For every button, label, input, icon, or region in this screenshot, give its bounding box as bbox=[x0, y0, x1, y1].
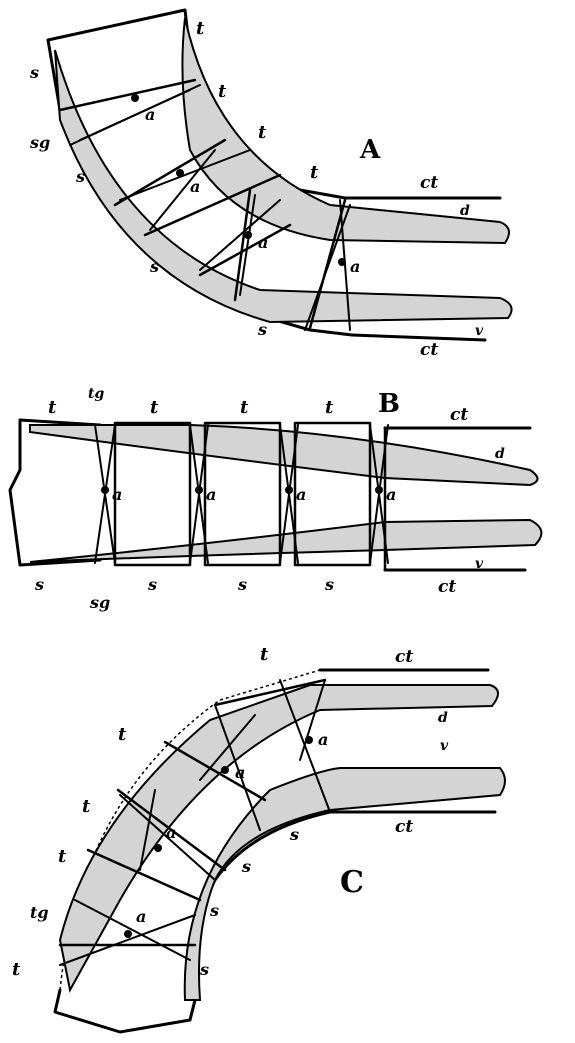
label-a: a bbox=[145, 105, 155, 124]
label-v: v bbox=[475, 556, 484, 572]
label-t: t bbox=[58, 846, 67, 867]
label-t: t bbox=[196, 18, 205, 39]
label-ct: ct bbox=[395, 647, 413, 667]
label-d: d bbox=[438, 710, 448, 726]
label-tg: tg bbox=[88, 386, 104, 402]
label-t: t bbox=[240, 397, 249, 418]
label-t: t bbox=[82, 796, 91, 817]
label-t: t bbox=[150, 397, 159, 418]
label-t: t bbox=[310, 162, 319, 183]
label-s: s bbox=[324, 575, 334, 594]
label-s: s bbox=[241, 857, 251, 876]
dorsal-muscle-band-c bbox=[58, 684, 499, 993]
joint-a3 bbox=[244, 231, 252, 239]
ventral-muscle-band-c bbox=[183, 767, 506, 1001]
label-ct: ct bbox=[438, 577, 456, 597]
joint-a4 bbox=[338, 258, 346, 266]
label-a: a bbox=[386, 485, 396, 504]
label-t: t bbox=[48, 397, 57, 418]
label-ct: ct bbox=[420, 340, 438, 360]
joint-c3 bbox=[154, 844, 162, 852]
label-s: s bbox=[34, 575, 44, 594]
label-ct: ct bbox=[395, 817, 413, 837]
label-s: s bbox=[257, 320, 267, 339]
label-a: a bbox=[166, 823, 176, 842]
label-a: a bbox=[350, 257, 360, 276]
label-t: t bbox=[260, 644, 269, 665]
label-a: a bbox=[206, 485, 216, 504]
joint-b3 bbox=[285, 486, 293, 494]
label-t: t bbox=[118, 724, 127, 745]
joint-b2 bbox=[195, 486, 203, 494]
label-sg: sg bbox=[89, 593, 110, 612]
label-s: s bbox=[289, 825, 299, 844]
joint-c2 bbox=[221, 766, 229, 774]
label-t: t bbox=[325, 397, 334, 418]
label-ct: ct bbox=[450, 405, 468, 425]
label-s: s bbox=[149, 257, 159, 276]
label-s: s bbox=[29, 63, 39, 82]
panel-c: C t t t t tg t s s s s a a a a d v ct ct bbox=[12, 644, 506, 1034]
label-tg: tg bbox=[30, 903, 49, 922]
label-a: a bbox=[296, 485, 306, 504]
label-s: s bbox=[75, 167, 85, 186]
label-a: a bbox=[318, 730, 328, 749]
label-a: a bbox=[136, 907, 146, 926]
label-a: a bbox=[235, 763, 245, 782]
joint-c4 bbox=[124, 930, 132, 938]
joint-b4 bbox=[375, 486, 383, 494]
label-a: a bbox=[258, 233, 268, 252]
label-t: t bbox=[12, 959, 21, 980]
panel-a: A t t t t s s s sg s a a a a d v ct ct bbox=[29, 8, 513, 360]
label-t: t bbox=[218, 81, 227, 102]
label-v: v bbox=[440, 738, 449, 754]
label-a: a bbox=[190, 177, 200, 196]
label-d: d bbox=[495, 446, 505, 462]
label-s: s bbox=[199, 960, 209, 979]
label-s: s bbox=[147, 575, 157, 594]
label-a: a bbox=[112, 485, 122, 504]
panel-b-title: B bbox=[378, 389, 400, 419]
joint-a1 bbox=[131, 94, 139, 102]
label-s: s bbox=[209, 901, 219, 920]
joint-a2 bbox=[176, 169, 184, 177]
joint-b1 bbox=[101, 486, 109, 494]
panel-b: B t tg t t t s sg s s s a a a a d v ct c… bbox=[8, 386, 543, 612]
dorsal-muscle-band-a bbox=[181, 17, 510, 245]
label-t: t bbox=[258, 122, 267, 143]
label-d: d bbox=[460, 203, 470, 219]
joint-c1 bbox=[305, 736, 313, 744]
label-s: s bbox=[237, 575, 247, 594]
panel-a-title: A bbox=[359, 135, 381, 165]
label-v: v bbox=[475, 323, 484, 339]
ventral-muscle-band-a bbox=[54, 49, 513, 324]
ventral-muscle-band-b bbox=[29, 518, 543, 563]
label-ct: ct bbox=[420, 173, 438, 193]
label-sg: sg bbox=[29, 133, 50, 152]
panel-c-title: C bbox=[340, 865, 364, 900]
